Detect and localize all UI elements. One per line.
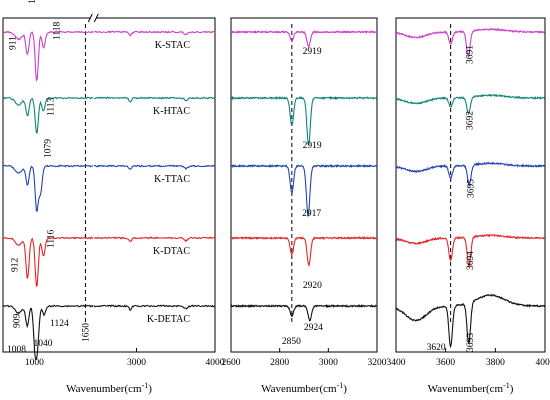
x-tick-label: 4000 bbox=[206, 358, 225, 368]
series-line-k-dtac bbox=[93, 236, 216, 243]
peak-label: 3693 bbox=[466, 333, 476, 352]
series-line-k-detac bbox=[230, 303, 378, 322]
x-axis-label: Wavenumber(cm-1) bbox=[261, 381, 347, 395]
series-line-k-dtac bbox=[231, 235, 378, 267]
peak-label: 2917 bbox=[302, 209, 321, 219]
x-tick-label: 2800 bbox=[270, 358, 289, 368]
x-axis-label: Wavenumber(cm-1) bbox=[428, 381, 514, 395]
series-line-k-stac bbox=[2, 30, 94, 82]
series-line-k-htac bbox=[93, 96, 216, 103]
series-label-k-detac: K-DETAC bbox=[147, 314, 190, 325]
series-label-k-htac: K-HTAC bbox=[153, 106, 190, 117]
series-label-k-dtac: K-DTAC bbox=[153, 246, 190, 257]
x-axis-label: Wavenumber(cm-1) bbox=[66, 381, 152, 395]
peak-label: 1116 bbox=[47, 229, 57, 248]
peak-label: 3692 bbox=[466, 111, 476, 130]
series-line-k-ttac bbox=[93, 164, 216, 170]
x-tick-label: 3800 bbox=[486, 358, 505, 368]
series-label-k-ttac: K-TTAC bbox=[154, 174, 190, 185]
x-tick-label: 3000 bbox=[127, 358, 146, 368]
series-line-k-detac bbox=[395, 293, 546, 349]
peak-label: 3694 bbox=[466, 251, 476, 270]
series-line-k-ttac bbox=[230, 163, 378, 218]
series-line-k-stac bbox=[230, 29, 378, 49]
panel-middle: 2600 2800 3000 3200 2919 2919 2917 2920 29242850… bbox=[222, 17, 387, 395]
series-line-k-detac bbox=[2, 304, 94, 360]
series-line-k-stac bbox=[395, 27, 546, 57]
series-line-k-dtac bbox=[3, 236, 94, 288]
peak-label: 3620 bbox=[427, 343, 446, 353]
peak-label: 1124 bbox=[50, 319, 69, 329]
series-label-k-stac: K-STAC bbox=[155, 40, 191, 51]
peak-label: 912 bbox=[10, 258, 20, 273]
peak-label: 1118 bbox=[53, 21, 63, 40]
panel-left: 1000 3000 4000 K-STAC K-HTAC K-TTAC K-DTAC K-DE… bbox=[2, 0, 225, 395]
peak-label: 3695 bbox=[466, 179, 476, 198]
series-line-k-detac bbox=[93, 304, 216, 311]
axis-break-mark bbox=[87, 13, 93, 23]
axis-break-gap bbox=[90, 14, 97, 22]
peak-label: 911 bbox=[8, 36, 18, 50]
peak-label: 1650 bbox=[81, 323, 91, 342]
peak-label: 909 bbox=[12, 314, 22, 329]
series-line-k-dtac bbox=[395, 233, 546, 269]
series-line-k-htac bbox=[395, 93, 546, 116]
x-tick-label: 3400 bbox=[387, 358, 406, 368]
peak-label: 1113 bbox=[46, 97, 56, 116]
peak-label: 1079 bbox=[44, 139, 54, 158]
x-tick-label: 3000 bbox=[319, 358, 338, 368]
series-line-k-stac bbox=[93, 30, 216, 37]
peak-label: 1008 bbox=[7, 345, 26, 355]
peak-label: 2850 bbox=[282, 337, 301, 347]
peak-label: 3691 bbox=[465, 45, 475, 64]
peak-label: 2919 bbox=[303, 47, 322, 57]
x-tick-label: 1000 bbox=[25, 358, 44, 368]
plot-frame bbox=[395, 17, 546, 353]
peak-label: 2924 bbox=[304, 323, 323, 333]
plot-frame bbox=[230, 17, 378, 353]
x-tick-label: 3200 bbox=[368, 358, 387, 368]
series-line-k-ttac bbox=[395, 161, 546, 188]
plot-frame bbox=[2, 17, 216, 353]
peak-label: 2920 bbox=[303, 281, 322, 291]
peak-label: 1030 bbox=[28, 0, 38, 4]
panel-right: 3400 3600 3800 4000 3691 3692 3695 3694 3693 3620… bbox=[387, 17, 550, 395]
x-tick-label: 3600 bbox=[436, 358, 455, 368]
peak-label: 1040 bbox=[34, 339, 53, 349]
series-line-k-htac bbox=[230, 95, 378, 146]
peak-label: 2919 bbox=[303, 141, 322, 151]
axis-break-mark bbox=[93, 13, 99, 23]
x-tick-label: 2600 bbox=[222, 358, 241, 368]
series-line-k-ttac bbox=[2, 164, 94, 212]
series-line-k-htac bbox=[2, 96, 94, 134]
x-tick-label: 4000 bbox=[536, 358, 550, 368]
